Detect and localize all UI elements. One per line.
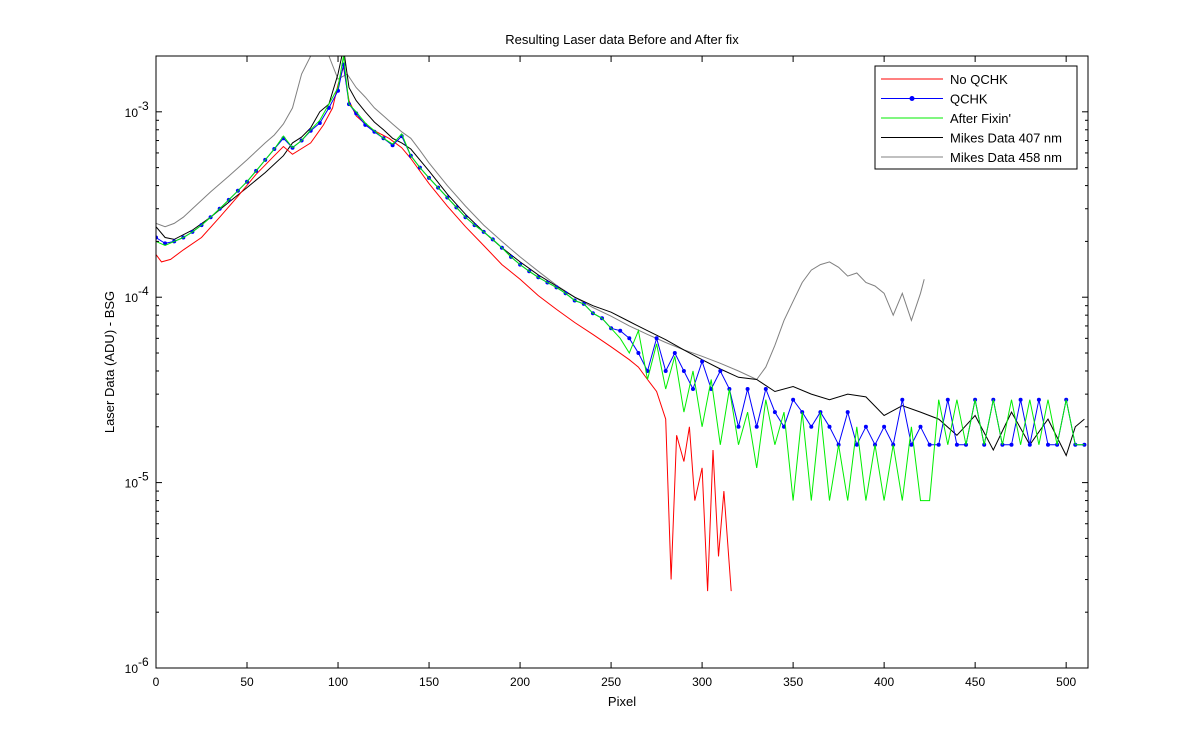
x-axis: 0 50 100 150 200 250 300 350 400 450 500 — [153, 56, 1076, 689]
y-tick-label: 10 — [125, 106, 139, 120]
series-point-1 — [372, 129, 377, 134]
series-point-1 — [618, 328, 623, 333]
series-point-1 — [827, 424, 832, 429]
x-tick-label: 450 — [965, 675, 985, 689]
series-point-1 — [700, 359, 705, 364]
series-point-1 — [918, 424, 923, 429]
series-point-1 — [736, 424, 741, 429]
x-tick-label: 150 — [419, 675, 439, 689]
series-point-1 — [1046, 442, 1050, 447]
y-tick-exponent: -3 — [138, 99, 149, 113]
y-tick-exponent: -4 — [138, 284, 149, 298]
series-point-1 — [1018, 397, 1023, 402]
series-point-1 — [791, 397, 796, 402]
series-point-1 — [1009, 442, 1014, 447]
series-line-2 — [156, 56, 1085, 502]
series-point-1 — [654, 336, 659, 341]
series-point-1 — [681, 369, 686, 373]
x-axis-title: Pixel — [608, 694, 636, 709]
series-point-1 — [754, 424, 759, 429]
y-tick-exponent: -6 — [138, 655, 149, 669]
x-tick-label: 300 — [692, 675, 712, 689]
legend-label: After Fixin' — [950, 111, 1011, 126]
series-line-4 — [156, 56, 925, 381]
series-point-1 — [927, 442, 932, 447]
series-point-1 — [1036, 397, 1041, 402]
legend-label: No QCHK — [950, 72, 1008, 87]
legend-marker — [909, 96, 915, 101]
series-point-1 — [863, 424, 868, 429]
series-point-1 — [854, 442, 859, 447]
series-layer — [156, 56, 1087, 592]
x-tick-label: 200 — [510, 675, 530, 689]
y-axis: 10-610-510-410-3 — [125, 55, 1088, 676]
x-tick-label: 500 — [1056, 675, 1076, 689]
series-point-1 — [809, 424, 814, 429]
y-tick-label: 10 — [125, 477, 139, 491]
series-line-3 — [156, 56, 1085, 457]
legend-label: Mikes Data 407 nm — [950, 131, 1062, 146]
series-point-1 — [627, 336, 632, 341]
x-tick-label: 350 — [783, 675, 803, 689]
legend-label: QCHK — [950, 92, 988, 107]
series-point-1 — [390, 143, 395, 148]
x-tick-label: 100 — [328, 675, 348, 689]
series-point-1 — [909, 442, 914, 447]
series-point-1 — [954, 442, 959, 447]
legend: No QCHK QCHK After Fixin' Mikes Data 407 nm… — [874, 65, 1078, 170]
series-point-1 — [900, 397, 905, 402]
series-point-1 — [163, 241, 168, 246]
y-tick-label: 10 — [125, 662, 139, 676]
series-point-1 — [672, 351, 677, 355]
series-point-1 — [936, 442, 941, 447]
plot-frame — [155, 55, 1089, 669]
series-line-0 — [156, 66, 732, 592]
series-point-1 — [1027, 442, 1032, 447]
series-point-1 — [636, 351, 641, 355]
series-point-1 — [718, 369, 723, 373]
series-point-1 — [745, 387, 750, 391]
series-point-1 — [763, 387, 768, 391]
y-tick-label: 10 — [125, 291, 139, 305]
series-point-1 — [945, 397, 950, 402]
x-tick-label: 400 — [874, 675, 894, 689]
series-point-1 — [663, 369, 668, 373]
series-point-1 — [772, 410, 777, 415]
y-tick-exponent: -5 — [138, 470, 149, 484]
series-point-1 — [845, 410, 850, 415]
y-axis-title: Laser Data (ADU) - BSG — [102, 291, 117, 433]
x-tick-label: 50 — [240, 675, 254, 689]
series-point-1 — [691, 387, 695, 391]
series-point-1 — [882, 424, 887, 429]
chart-title: Resulting Laser data Before and After fi… — [505, 32, 739, 47]
x-tick-label: 250 — [601, 675, 621, 689]
legend-label: Mikes Data 458 nm — [950, 150, 1062, 165]
x-tick-label: 0 — [153, 675, 160, 689]
series-point-1 — [308, 128, 313, 133]
